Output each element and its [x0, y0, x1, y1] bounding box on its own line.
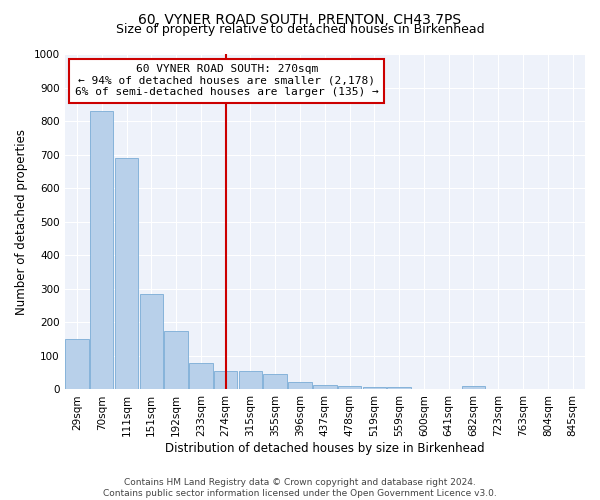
Bar	[214, 371, 238, 390]
Bar	[239, 371, 262, 390]
X-axis label: Distribution of detached houses by size in Birkenhead: Distribution of detached houses by size …	[165, 442, 485, 455]
Bar	[189, 362, 212, 390]
Bar	[313, 386, 337, 390]
Bar	[288, 382, 312, 390]
Bar	[65, 339, 89, 390]
Bar	[140, 294, 163, 390]
Bar	[462, 386, 485, 390]
Text: Contains HM Land Registry data © Crown copyright and database right 2024.
Contai: Contains HM Land Registry data © Crown c…	[103, 478, 497, 498]
Text: Size of property relative to detached houses in Birkenhead: Size of property relative to detached ho…	[116, 22, 484, 36]
Text: 60 VYNER ROAD SOUTH: 270sqm
← 94% of detached houses are smaller (2,178)
6% of s: 60 VYNER ROAD SOUTH: 270sqm ← 94% of det…	[75, 64, 379, 98]
Bar	[90, 111, 113, 390]
Y-axis label: Number of detached properties: Number of detached properties	[15, 128, 28, 314]
Text: 60, VYNER ROAD SOUTH, PRENTON, CH43 7PS: 60, VYNER ROAD SOUTH, PRENTON, CH43 7PS	[139, 12, 461, 26]
Bar	[338, 386, 361, 390]
Bar	[164, 331, 188, 390]
Bar	[263, 374, 287, 390]
Bar	[115, 158, 138, 390]
Bar	[362, 387, 386, 390]
Bar	[388, 387, 411, 390]
